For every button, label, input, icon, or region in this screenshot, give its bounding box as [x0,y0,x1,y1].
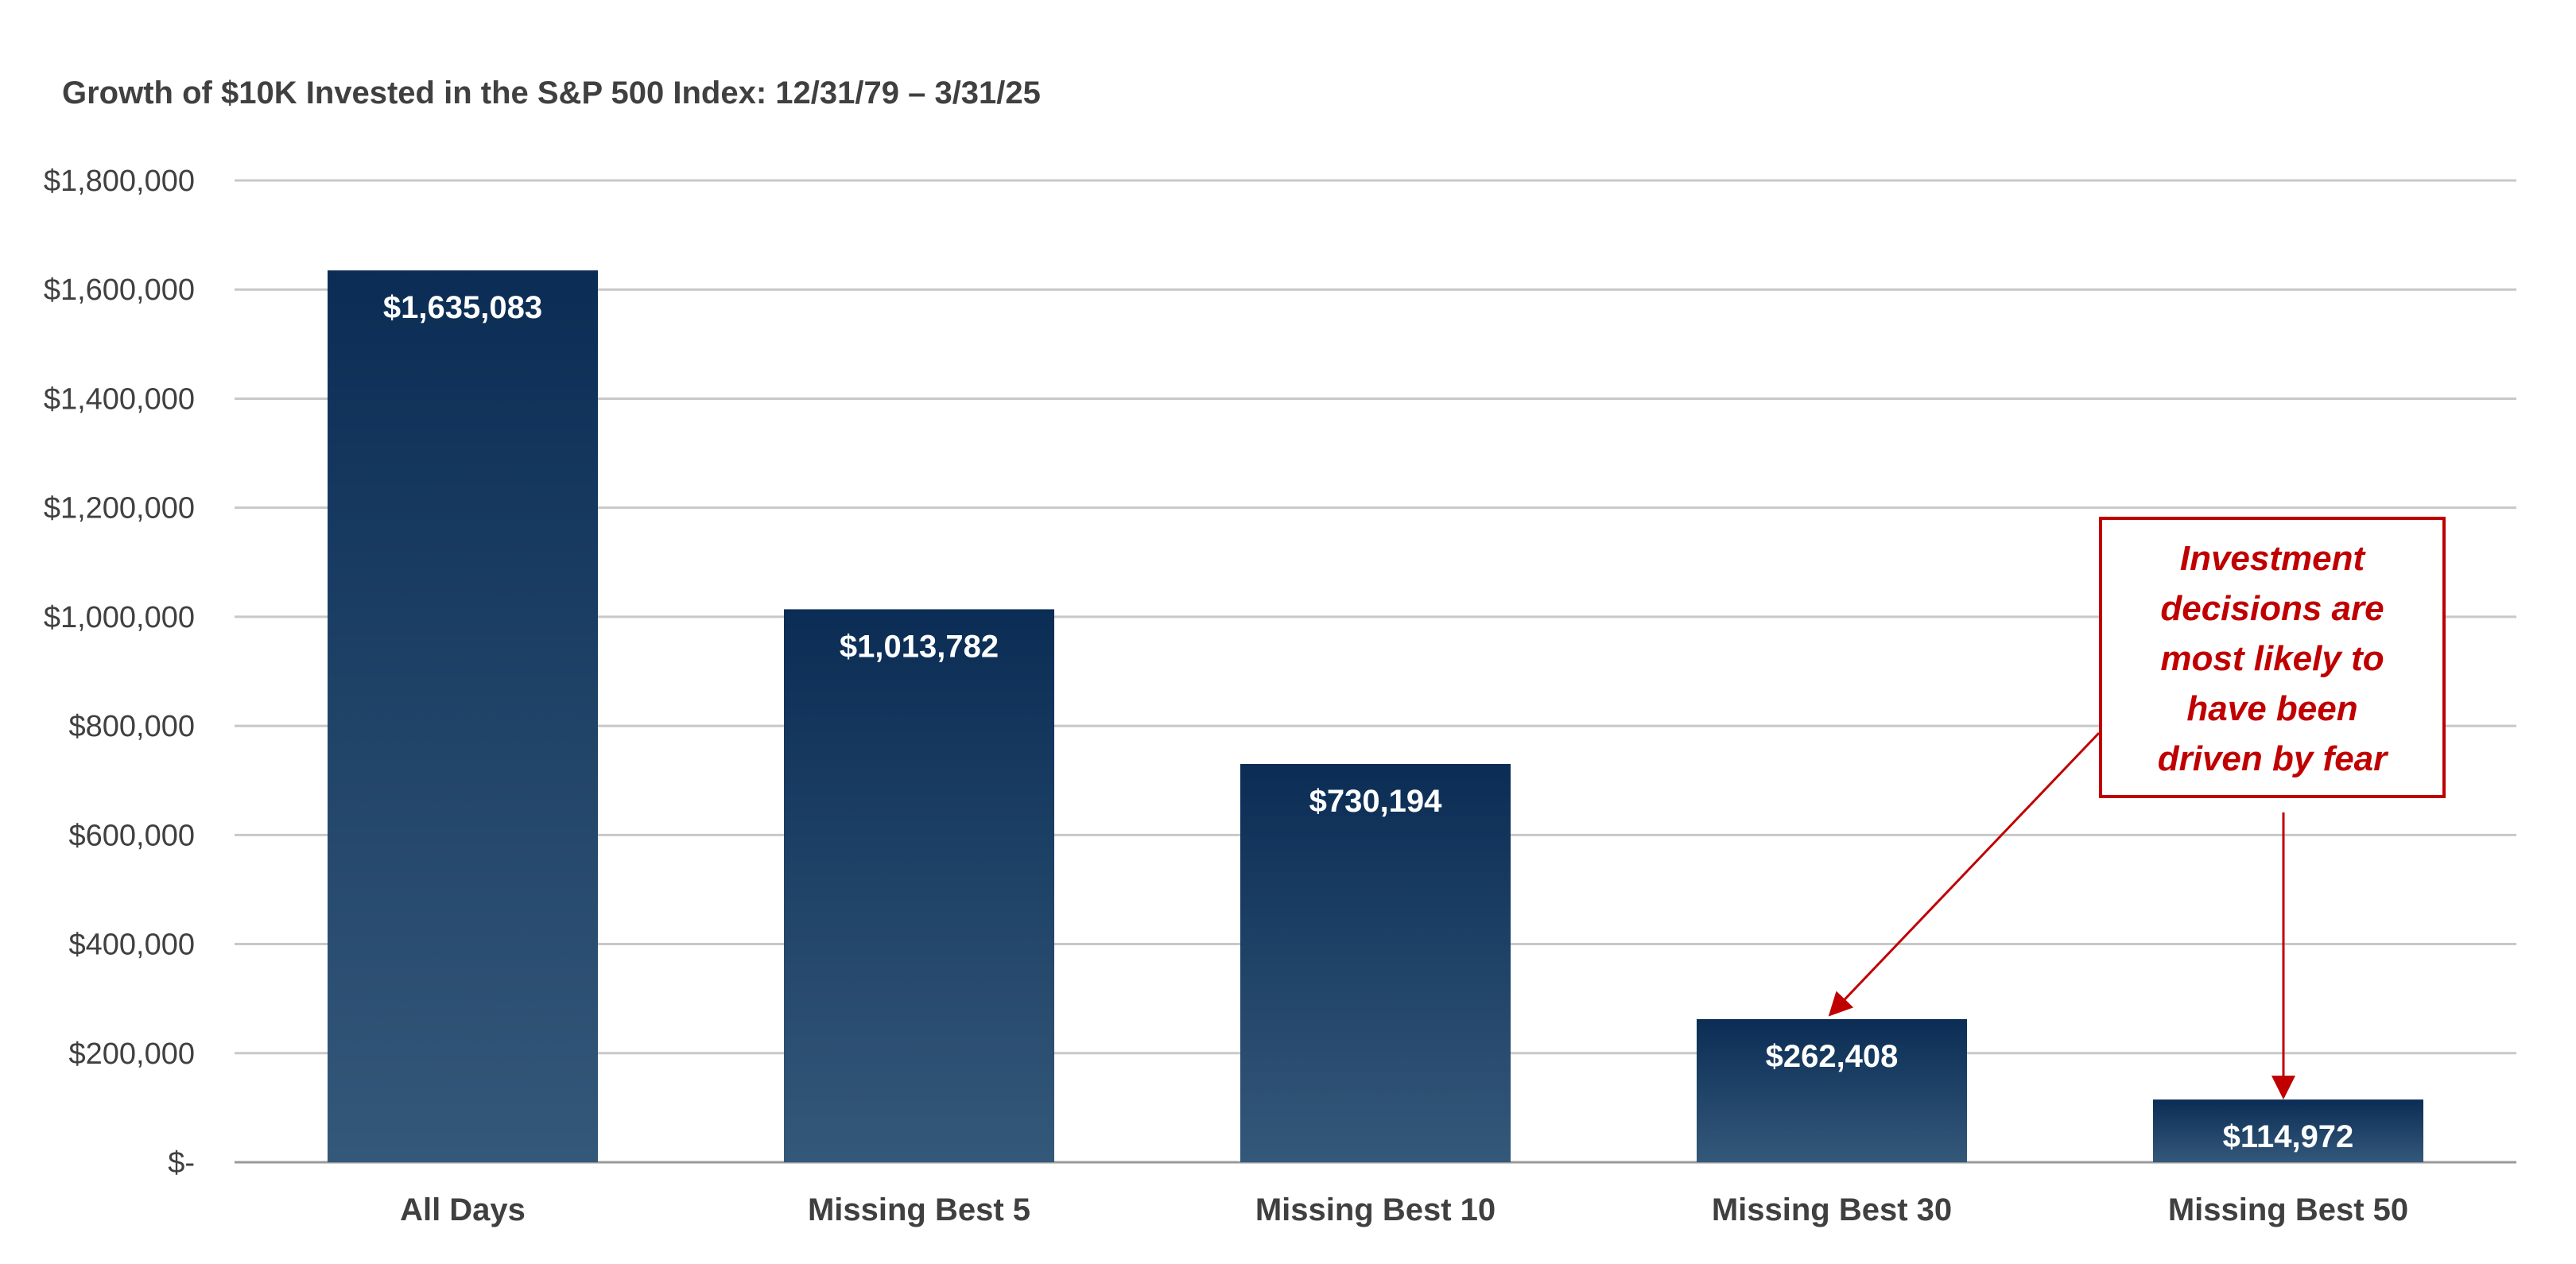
grid-lines [235,179,2516,1164]
y-tick-label: $800,000 [69,710,196,743]
bar-value-label: $1,013,782 [840,629,999,664]
callout-text-line: Investment [2180,539,2367,578]
x-tick-label: Missing Best 50 [2168,1192,2408,1227]
y-tick-label: $600,000 [69,819,196,852]
chart-title: Growth of $10K Invested in the S&P 500 I… [62,76,1041,111]
y-tick-label: $1,400,000 [44,382,195,416]
callout-arrow [1828,731,2101,1017]
x-tick-label: Missing Best 5 [808,1192,1030,1227]
x-axis-ticks: All Days Missing Best 5 Missing Best 10 Mis… [400,1192,2408,1227]
bar-value-label: $730,194 [1309,784,1443,819]
bar [328,270,598,1163]
bar [1240,764,1511,1162]
callout-text-line: most likely to [2160,639,2384,678]
bars: $1,635,083 $1,013,782 $730,194 $262,408 $114… [328,270,2423,1163]
y-tick-label: $- [168,1146,195,1180]
y-tick-label: $1,800,000 [44,165,195,198]
y-tick-label: $1,000,000 [44,601,195,634]
bar-value-label: $114,972 [2223,1119,2354,1154]
x-tick-label: All Days [400,1192,526,1227]
bar [2153,1099,2423,1162]
x-tick-label: Missing Best 30 [1712,1192,1952,1227]
bar [1697,1018,1967,1162]
y-tick-label: $1,600,000 [44,273,195,307]
callout-box [2099,517,2446,798]
y-tick-label: $200,000 [69,1037,196,1071]
callout-text-line: decisions are [2160,589,2384,628]
callout-text-line: have been [2186,689,2357,728]
y-axis-ticks: $- $200,000 $400,000 $600,000 $800,000 $1,000… [44,165,195,1180]
y-tick-label: $1,200,000 [44,492,195,525]
x-tick-label: Missing Best 10 [1255,1192,1496,1227]
y-tick-label: $400,000 [69,929,196,962]
bar-value-label: $262,408 [1766,1039,1899,1074]
bar-value-label: $1,635,083 [383,290,542,325]
callout-text-line: driven by fear [2158,739,2389,778]
bar [784,609,1054,1162]
fear-annotation: Investment decisions are most likely to hav… [1828,517,2446,1100]
